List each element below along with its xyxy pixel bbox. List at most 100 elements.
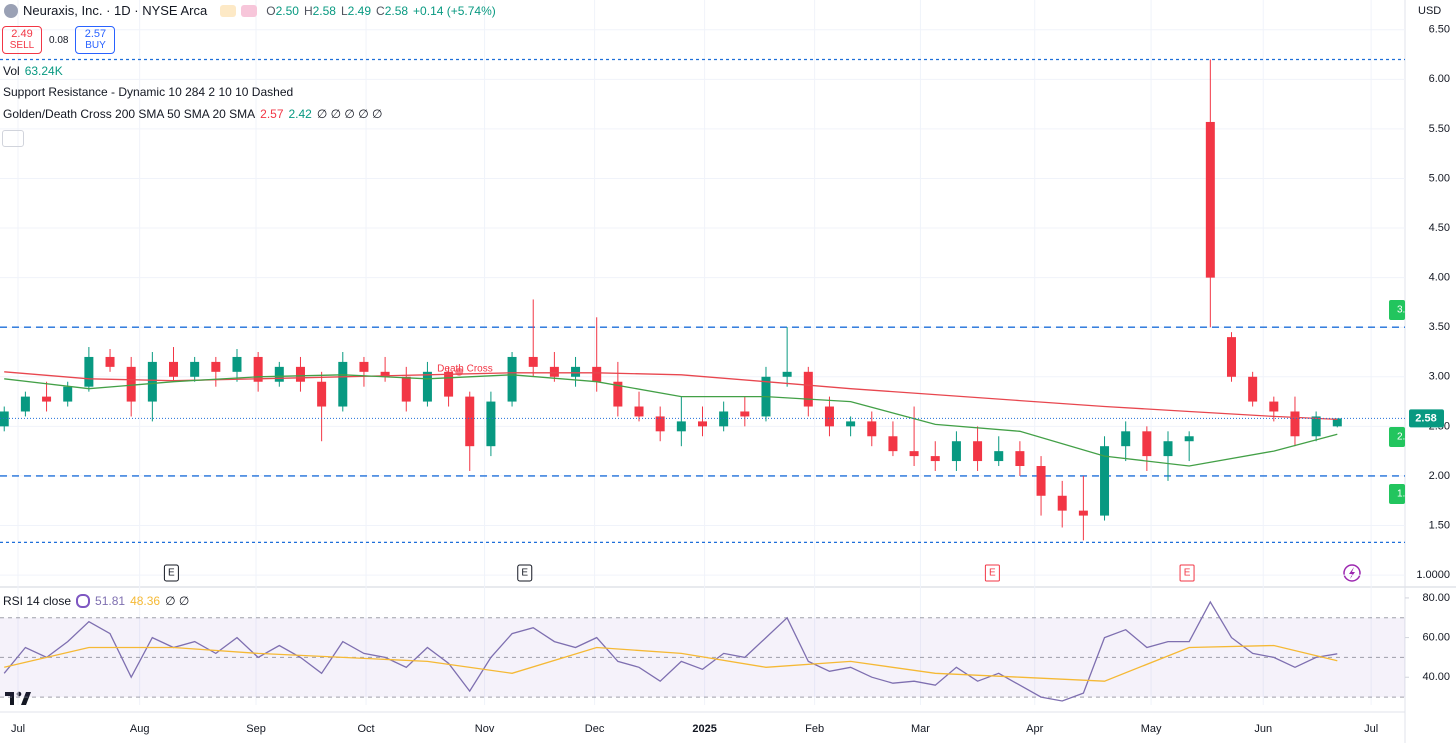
ohlc-item: H2.58 [304, 4, 336, 18]
candle-body [274, 366, 284, 382]
sma50-value: 2.42 [288, 107, 312, 121]
alert-icon[interactable] [1343, 564, 1361, 582]
candle-body [846, 421, 856, 427]
x-tick-label: Sep [246, 723, 266, 735]
candle-body [1015, 451, 1025, 467]
x-tick-label: Nov [475, 723, 495, 735]
candle-body [1290, 411, 1300, 437]
x-tick-label: Jun [1254, 723, 1272, 735]
x-tick-label: Dec [585, 723, 605, 735]
change: +0.14 (+5.74%) [413, 3, 496, 18]
symbol-logo [4, 3, 18, 18]
candle-body [359, 361, 369, 372]
y-tick-label: 5.50 [1429, 123, 1450, 135]
earnings-marker [1179, 564, 1195, 582]
candle-body [253, 356, 263, 382]
y-tick-label: 1.0000 [1416, 569, 1450, 581]
x-tick-label: 2025 [692, 723, 716, 735]
ohlc-value: 2.49 [347, 3, 372, 18]
sma-line [4, 374, 1338, 467]
indicator-badge-label: 3.4 [1397, 305, 1411, 316]
cross-marker [455, 367, 464, 376]
sma-line [4, 371, 1338, 421]
ohlc-item: O2.50 [266, 4, 299, 18]
y-tick-label: 6.50 [1429, 24, 1450, 36]
ohlc-item: C2.58 [376, 4, 408, 18]
x-tick-label: Aug [130, 723, 150, 735]
candle-body [317, 381, 327, 407]
last-price-badge [1409, 409, 1444, 428]
earnings-label: E [521, 568, 528, 579]
rsi-empty: ∅ ∅ [165, 594, 190, 608]
rsi-line [3, 600, 1338, 702]
indicator-badge-label: 1.9 [1397, 489, 1411, 500]
volume-label: Vol [3, 64, 20, 78]
candle-body [401, 376, 411, 402]
spread: 0.08 [49, 34, 69, 46]
y-tick-label: 3.00 [1429, 371, 1450, 383]
candle-body [105, 356, 115, 367]
trade-buttons: 2.49 SELL 0.08 2.57 BUY [2, 26, 116, 54]
candle-body [528, 356, 538, 367]
indicator-badge-label: 2.5 [1397, 432, 1411, 443]
rsi-ma-line [4, 644, 1338, 682]
ohlc-item: L2.49 [341, 4, 371, 18]
candle-body [42, 396, 52, 402]
candle-body [1184, 436, 1194, 442]
sell-button[interactable]: 2.49 SELL [2, 26, 42, 54]
buy-label: BUY [85, 40, 106, 51]
y-tick-label: 60.00 [1422, 631, 1450, 643]
session-icon [220, 4, 237, 17]
candle-body [486, 401, 496, 447]
candle-body [740, 411, 750, 417]
candle-body [867, 421, 877, 437]
cross-annotation: Death Cross [437, 363, 493, 374]
indicator-badge [1389, 484, 1405, 504]
sr-label: Support Resistance - Dynamic 10 284 2 10… [3, 85, 294, 99]
cross-legend: Golden/Death Cross 200 SMA 50 SMA 20 SMA… [3, 107, 382, 121]
candle-body [803, 371, 813, 407]
candle-body [1142, 431, 1152, 457]
x-tick-label: Mar [911, 723, 930, 735]
sell-label: SELL [9, 40, 35, 51]
symbol-title[interactable]: Neuraxis, Inc. · 1D · NYSE Arca [23, 3, 208, 18]
currency[interactable]: USD [1418, 5, 1442, 17]
earnings-label: E [1184, 568, 1191, 579]
rsi-label: RSI 14 close [3, 594, 72, 608]
rsi-pane [0, 590, 1405, 705]
candle-body [1248, 376, 1258, 402]
collapse-button[interactable] [2, 130, 24, 147]
cross-empty: ∅ ∅ ∅ ∅ ∅ [316, 107, 383, 121]
y-tick-label: 2.00 [1429, 470, 1450, 482]
y-tick-label: 1.50 [1429, 519, 1450, 531]
x-tick-label: Jul [1364, 723, 1378, 735]
candle-body [613, 381, 623, 407]
candle-body [1121, 431, 1131, 447]
x-tick-label: Oct [357, 723, 374, 735]
buy-button[interactable]: 2.57 BUY [75, 26, 116, 54]
candle-body [1332, 418, 1342, 427]
candle-body [634, 406, 644, 417]
candle-body [1036, 466, 1046, 496]
y-tick-label: 6.00 [1429, 73, 1450, 85]
candle-body [147, 361, 157, 402]
x-tick-label: May [1141, 723, 1162, 735]
last-price-label: 2.58 [1415, 412, 1436, 424]
candle-body [0, 411, 9, 427]
y-tick-label: 4.50 [1429, 222, 1450, 234]
candle-body [930, 456, 940, 462]
candle-body [444, 371, 454, 397]
candle-body [169, 361, 179, 377]
volume-legend: Vol 63.24K [3, 64, 63, 78]
candle-body [1311, 416, 1321, 437]
candle-body [380, 371, 390, 377]
plot-layer [0, 0, 1409, 705]
candle-body [994, 451, 1004, 462]
ohlc-label: H [303, 3, 313, 18]
candle-body [549, 366, 559, 377]
y-tick-label: 5.00 [1429, 172, 1450, 184]
rsi-legend: RSI 14 close 51.81 48.36 ∅ ∅ [3, 594, 189, 608]
candle-body [951, 441, 961, 462]
